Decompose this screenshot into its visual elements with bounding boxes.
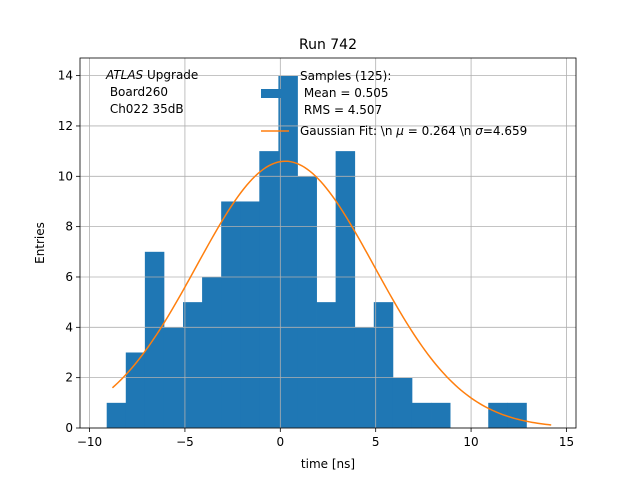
histogram-bar <box>240 201 260 428</box>
y-tick-label: 6 <box>65 270 73 284</box>
legend-swatch-samples <box>261 89 289 98</box>
histogram-bar <box>278 75 298 428</box>
y-tick-label: 4 <box>65 320 73 334</box>
legend-fit-sigma: σ <box>475 124 483 138</box>
x-tick-label: 5 <box>372 435 380 449</box>
legend-fit-part2: = 0.264 \n <box>404 124 475 138</box>
legend-fit-label: Gaussian Fit: \n μ = 0.264 \n σ=4.659 <box>300 124 527 138</box>
histogram-bar <box>431 402 451 428</box>
legend-fit-part1: Gaussian Fit: \n <box>300 124 396 138</box>
x-tick-label: 15 <box>559 435 574 449</box>
legend-fit-mu: μ <box>395 124 404 138</box>
y-tick-label: 14 <box>58 69 73 83</box>
y-tick-label: 10 <box>58 169 73 183</box>
grid-lines <box>80 58 576 429</box>
annotation-channel: Ch022 35dB <box>106 102 184 116</box>
svg-text:ATLAS Upgrade: ATLAS Upgrade <box>105 68 198 82</box>
histogram-bar <box>507 402 527 428</box>
histogram-bar <box>202 276 222 428</box>
x-tick-label: 0 <box>276 435 284 449</box>
legend-samples-line1: Samples (125): <box>300 69 391 83</box>
histogram-bar <box>392 377 413 428</box>
histogram-bar <box>259 151 279 428</box>
y-axis-ticks: 0 2 4 6 8 10 12 14 <box>58 69 80 435</box>
histogram-bar <box>373 302 394 428</box>
histogram-bar <box>221 201 241 428</box>
atlas-annotation: ATLAS Upgrade Board260 Ch022 35dB <box>105 68 198 116</box>
legend-fit-part3: =4.659 <box>483 124 527 138</box>
x-axis-ticks: −10 −5 0 5 10 15 <box>77 428 574 449</box>
x-axis-label: time [ns] <box>301 457 355 471</box>
x-tick-label: −10 <box>77 435 102 449</box>
annotation-board: Board260 <box>106 85 168 99</box>
plot-frame <box>79 57 577 429</box>
y-tick-label: 2 <box>65 371 73 385</box>
legend-samples-line3: RMS = 4.507 <box>300 103 382 117</box>
chart-title: Run 742 <box>299 37 357 53</box>
legend-samples-line2: Mean = 0.505 <box>300 86 389 100</box>
x-tick-label: 10 <box>463 435 478 449</box>
y-axis-label: Entries <box>33 222 47 264</box>
histogram-bar <box>297 176 317 428</box>
histogram-bar <box>183 302 203 428</box>
y-tick-label: 8 <box>65 220 73 234</box>
annotation-atlas: ATLAS <box>105 68 144 82</box>
annotation-upgrade: Upgrade <box>143 68 198 82</box>
legend: Samples (125): Mean = 0.505 RMS = 4.507 … <box>261 69 527 138</box>
histogram-bar <box>125 352 146 428</box>
histogram-bars <box>106 75 527 428</box>
x-tick-label: −5 <box>176 435 194 449</box>
gaussian-fit-line <box>111 160 552 426</box>
histogram-bar <box>106 402 127 428</box>
y-tick-label: 12 <box>58 119 73 133</box>
histogram-bar <box>488 402 508 428</box>
histogram-bar <box>411 402 432 428</box>
histogram-bar <box>335 151 356 428</box>
histogram-bar <box>316 302 337 428</box>
histogram-bar <box>144 251 165 428</box>
y-tick-label: 0 <box>65 421 73 435</box>
